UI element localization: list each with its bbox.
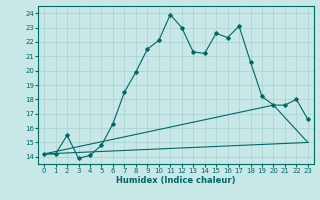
X-axis label: Humidex (Indice chaleur): Humidex (Indice chaleur) [116,176,236,185]
